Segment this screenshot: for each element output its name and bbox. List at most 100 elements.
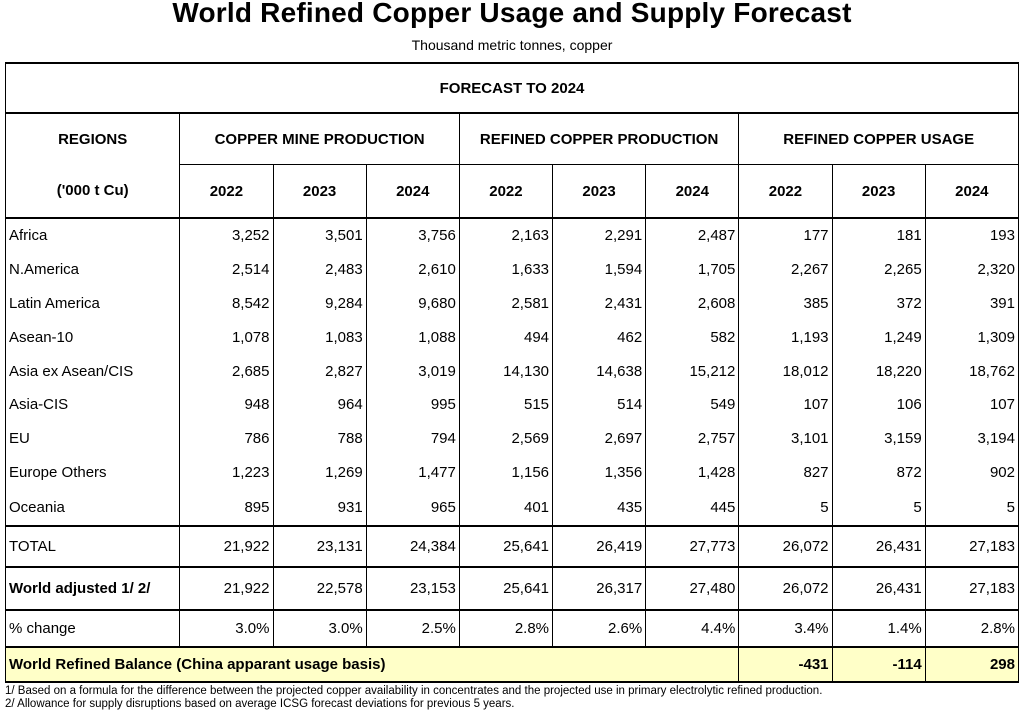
value-cell: 964 <box>272 387 367 422</box>
value-cell: 27,183 <box>924 566 1020 611</box>
value-cell: 2,163 <box>458 218 554 253</box>
value-cell: 5 <box>831 489 926 527</box>
value-cell: 4.4% <box>645 609 740 649</box>
region-name: Europe Others <box>4 455 181 490</box>
year-header: 2023 <box>831 164 926 219</box>
value-cell: 1,477 <box>365 455 460 490</box>
banner-row: FORECAST TO 2024 <box>5 62 1019 114</box>
value-cell: 435 <box>552 489 647 527</box>
balance-row: World Refined Balance (China apparant us… <box>4 646 1020 684</box>
value-cell: 494 <box>458 320 554 355</box>
value-cell: 965 <box>365 489 460 527</box>
value-cell: 18,012 <box>738 354 833 388</box>
value-cell: 3,019 <box>365 354 460 388</box>
value-cell: 181 <box>831 218 926 253</box>
year-header-row: ('000 t Cu) 2022 2023 2024 2022 2023 202… <box>4 164 1020 219</box>
value-cell: 23,153 <box>365 566 460 611</box>
page-subtitle: Thousand metric tonnes, copper <box>411 37 613 53</box>
value-cell: 5 <box>738 489 833 527</box>
region-name: Asean-10 <box>4 320 181 355</box>
table-row: Oceania 895 931 965 401 435 445 5 5 5 <box>4 489 1020 527</box>
value-cell: 2.6% <box>552 609 647 649</box>
value-cell: 21,922 <box>179 525 274 568</box>
value-cell: 2,320 <box>924 252 1020 287</box>
value-cell: 1,078 <box>179 320 274 355</box>
forecast-table: FORECAST TO 2024 REGIONS COPPER MINE PRO… <box>4 62 1020 684</box>
value-cell: 1.4% <box>831 609 926 649</box>
value-cell: 8,542 <box>179 286 274 321</box>
value-cell: 2,431 <box>552 286 647 321</box>
value-cell: 549 <box>645 387 740 422</box>
value-cell: 5 <box>924 489 1020 527</box>
year-header: 2022 <box>179 164 274 219</box>
table-row: Africa 3,252 3,501 3,756 2,163 2,291 2,487 177 1… <box>4 218 1020 253</box>
value-cell: 26,317 <box>552 566 647 611</box>
value-cell: 786 <box>179 421 274 456</box>
group-header-refined-production: REFINED COPPER PRODUCTION <box>458 113 740 165</box>
value-cell: 995 <box>365 387 460 422</box>
region-name: Latin America <box>4 286 181 321</box>
table-row: Asia ex Asean/CIS 2,685 2,827 3,019 14,130 14… <box>4 354 1020 388</box>
value-cell: 2,569 <box>458 421 554 456</box>
value-cell: 26,072 <box>738 525 833 568</box>
value-cell: 788 <box>272 421 367 456</box>
value-cell: 462 <box>552 320 647 355</box>
value-cell: 26,072 <box>738 566 833 611</box>
year-header: 2024 <box>365 164 460 219</box>
region-name: Asia ex Asean/CIS <box>4 354 181 388</box>
year-header: 2022 <box>738 164 833 219</box>
value-cell: 24,384 <box>365 525 460 568</box>
value-cell: 27,183 <box>924 525 1020 568</box>
regions-header: REGIONS <box>4 113 181 165</box>
group-header-mine: COPPER MINE PRODUCTION <box>179 113 460 165</box>
region-name: N.America <box>4 252 181 287</box>
value-cell: 2,697 <box>552 421 647 456</box>
region-name: Asia-CIS <box>4 387 181 422</box>
value-cell: 948 <box>179 387 274 422</box>
value-cell: 25,641 <box>458 525 554 568</box>
table-row: Asean-10 1,078 1,083 1,088 494 462 582 1,193 1,2… <box>4 320 1020 355</box>
value-cell: 514 <box>552 387 647 422</box>
value-cell: 895 <box>179 489 274 527</box>
value-cell: 9,680 <box>365 286 460 321</box>
value-cell: 27,480 <box>645 566 740 611</box>
value-cell: 9,284 <box>272 286 367 321</box>
table-row: Latin America 8,542 9,284 9,680 2,581 2,431 2,… <box>4 286 1020 321</box>
year-header: 2024 <box>924 164 1020 219</box>
value-cell: 14,130 <box>458 354 554 388</box>
year-header: 2022 <box>458 164 554 219</box>
value-cell: 2,514 <box>179 252 274 287</box>
value-cell: 26,419 <box>552 525 647 568</box>
value-cell: 26,431 <box>831 566 926 611</box>
value-cell: 193 <box>924 218 1020 253</box>
year-header: 2023 <box>552 164 647 219</box>
total-row: TOTAL 21,922 23,131 24,384 25,641 26,419 27,77… <box>4 525 1020 568</box>
value-cell: 1,088 <box>365 320 460 355</box>
value-cell: 3.0% <box>272 609 367 649</box>
value-cell: 14,638 <box>552 354 647 388</box>
value-cell: 3,194 <box>924 421 1020 456</box>
balance-value: -114 <box>831 646 926 684</box>
value-cell: 15,212 <box>645 354 740 388</box>
value-cell: 2.5% <box>365 609 460 649</box>
forecast-banner: FORECAST TO 2024 <box>5 62 1019 114</box>
value-cell: 2,265 <box>831 252 926 287</box>
footnote-2: 2/ Allowance for supply disruptions base… <box>5 698 515 710</box>
value-cell: 1,309 <box>924 320 1020 355</box>
value-cell: 107 <box>738 387 833 422</box>
table-row: Europe Others 1,223 1,269 1,477 1,156 1,356 1,… <box>4 455 1020 490</box>
value-cell: 3.0% <box>179 609 274 649</box>
region-name: TOTAL <box>4 525 181 568</box>
value-cell: 23,131 <box>272 525 367 568</box>
value-cell: 21,922 <box>179 566 274 611</box>
value-cell: 2,267 <box>738 252 833 287</box>
value-cell: 1,594 <box>552 252 647 287</box>
region-name: % change <box>4 609 181 649</box>
value-cell: 27,773 <box>645 525 740 568</box>
page-title: World Refined Copper Usage and Supply Fo… <box>172 0 852 28</box>
balance-label: World Refined Balance (China apparant us… <box>4 646 740 684</box>
value-cell: 582 <box>645 320 740 355</box>
value-cell: 2,608 <box>645 286 740 321</box>
value-cell: 106 <box>831 387 926 422</box>
value-cell: 3.4% <box>738 609 833 649</box>
